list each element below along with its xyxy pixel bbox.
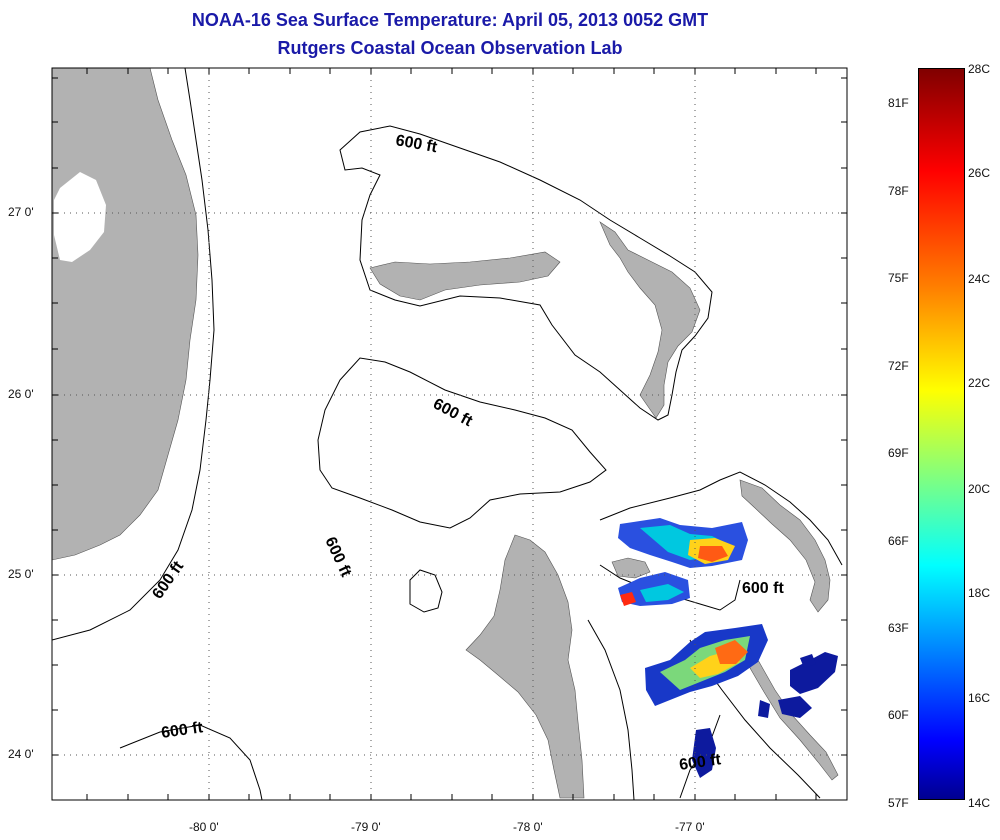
cbar-f-66: 66F	[888, 534, 909, 548]
grand-bahama-land	[369, 251, 561, 301]
temperature-colorbar	[918, 68, 965, 800]
lon-label-80: -80 0'	[189, 820, 219, 834]
cbar-c-24: 24C	[968, 272, 991, 286]
cbar-f-75: 75F	[888, 271, 909, 285]
lon-label-77: -77 0'	[675, 820, 705, 834]
graticule	[52, 68, 847, 800]
andros-land	[465, 534, 585, 799]
cbar-f-81: 81F	[888, 96, 909, 110]
lat-label-24: 24 0'	[8, 747, 34, 761]
map-frame	[51, 67, 848, 801]
cbar-f-63: 63F	[888, 621, 909, 635]
cbar-c-14: 14C	[968, 796, 991, 810]
cbar-f-69: 69F	[888, 446, 909, 460]
sst-swaths	[618, 518, 838, 778]
cbar-c-22: 22C	[968, 376, 991, 390]
lat-label-27: 27 0'	[8, 205, 34, 219]
svg-text:600 ft: 600 ft	[678, 751, 722, 774]
exuma-land	[741, 639, 839, 781]
svg-text:600 ft: 600 ft	[742, 580, 784, 597]
abaco-land	[599, 221, 701, 419]
lon-label-78: -78 0'	[513, 820, 543, 834]
lat-label-25: 25 0'	[8, 567, 34, 581]
lat-label-26: 26 0'	[8, 387, 34, 401]
cbar-f-78: 78F	[888, 184, 909, 198]
cbar-c-20: 20C	[968, 482, 991, 496]
cbar-c-18: 18C	[968, 586, 991, 600]
cbar-f-57: 57F	[888, 796, 909, 810]
cbar-f-72: 72F	[888, 359, 909, 373]
lon-label-79: -79 0'	[351, 820, 381, 834]
svg-text:600 ft: 600 ft	[160, 719, 204, 742]
axis-ticks	[52, 68, 847, 800]
cbar-c-16: 16C	[968, 691, 991, 705]
new-providence-land	[611, 557, 651, 579]
cbar-f-60: 60F	[888, 708, 909, 722]
cbar-c-26: 26C	[968, 166, 991, 180]
eleuthera-land	[739, 479, 831, 613]
map-subtitle: Rutgers Coastal Ocean Observation Lab	[277, 38, 623, 58]
cbar-c-28: 28C	[968, 62, 991, 76]
lake-okeechobee	[54, 172, 106, 262]
map-title: NOAA-16 Sea Surface Temperature: April 0…	[191, 10, 709, 30]
